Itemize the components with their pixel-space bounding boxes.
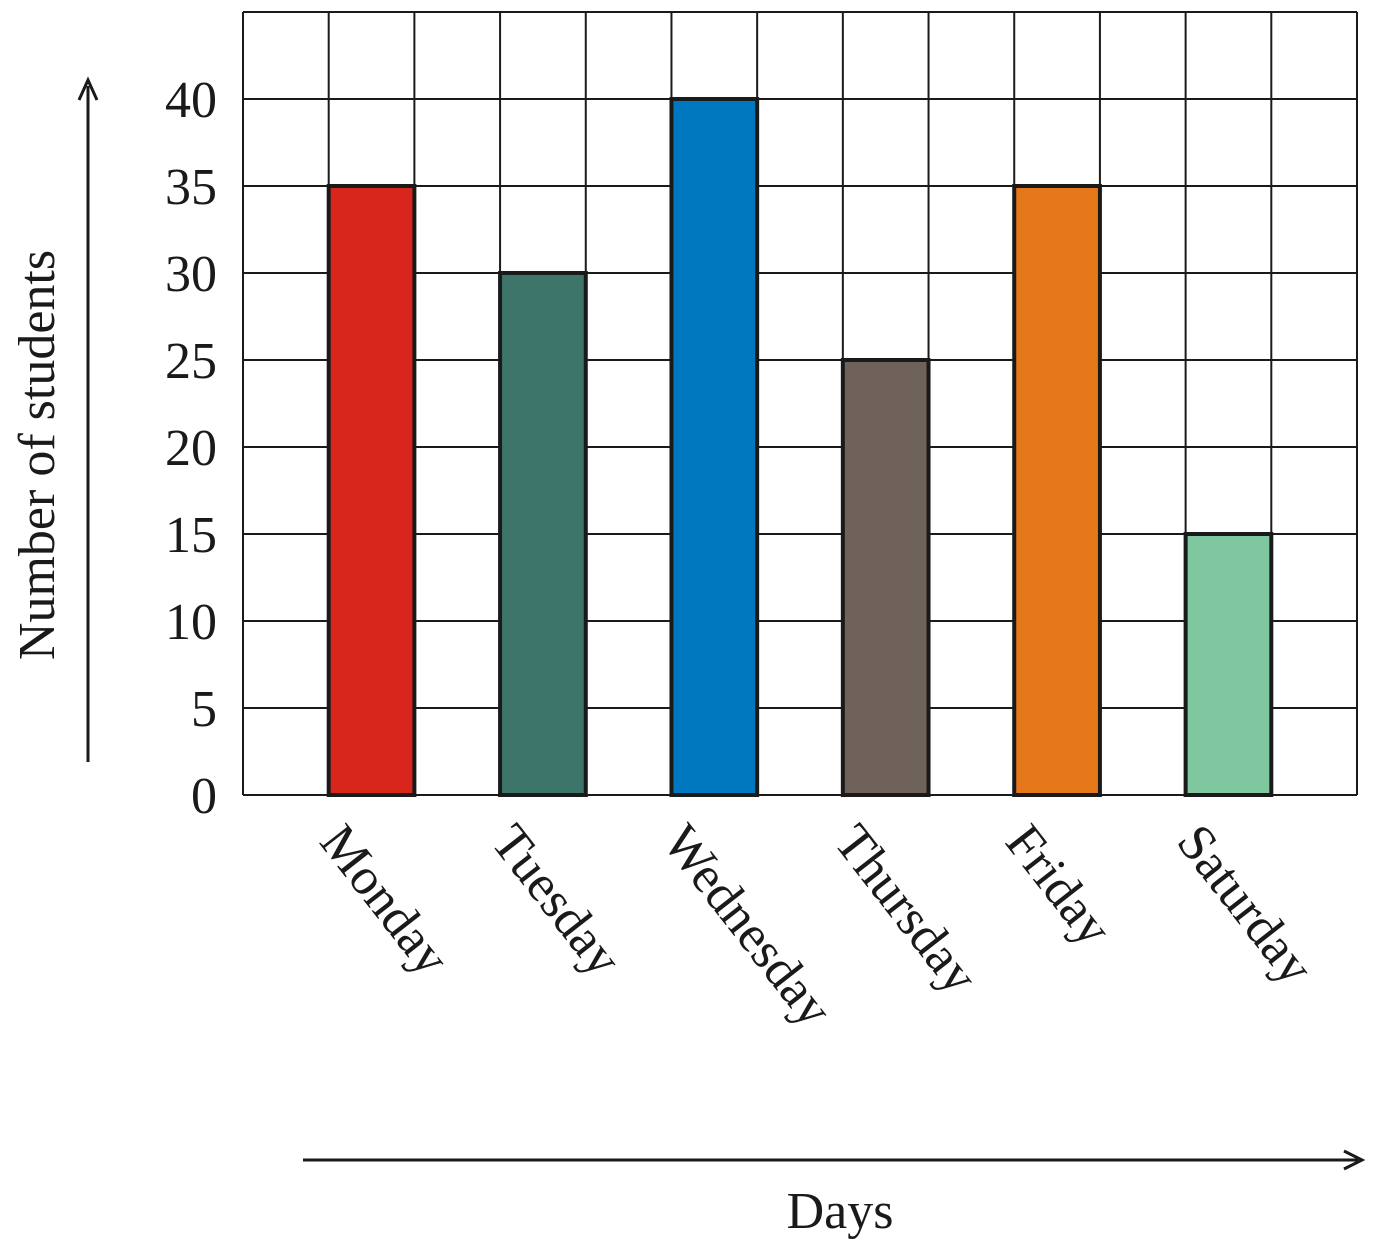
x-axis-arrow [303,1149,1366,1171]
y-tick-labels: 0 5 10 15 20 25 30 35 40 [165,72,217,825]
bar-friday [1012,184,1102,797]
y-tick-label: 35 [165,159,217,216]
y-tick-label: 25 [165,333,217,390]
bars [326,97,1274,797]
x-tick-label-tuesday: Tuesday [480,814,632,986]
bar-tuesday [498,271,588,797]
y-tick-label: 0 [191,768,217,825]
y-axis-title: Number of students [9,250,66,660]
x-tick-label-saturday: Saturday [1166,814,1325,995]
x-tick-label-wednesday: Wednesday [651,814,843,1037]
y-tick-label: 10 [165,594,217,651]
bar-monday [326,184,417,797]
x-tick-label-friday: Friday [994,814,1123,956]
bar-saturday [1183,532,1274,797]
bar-thursday [840,358,931,797]
x-tick-label-monday: Monday [309,814,461,986]
x-tick-label-thursday: Thursday [823,814,989,1004]
y-axis-arrow [77,76,99,762]
y-tick-label: 20 [165,420,217,477]
bar-wednesday [669,97,760,797]
y-tick-label: 15 [165,507,217,564]
y-tick-label: 5 [191,681,217,738]
x-axis-title: Days [787,1183,894,1240]
y-tick-label: 40 [165,72,217,129]
y-tick-label: 30 [165,246,217,303]
